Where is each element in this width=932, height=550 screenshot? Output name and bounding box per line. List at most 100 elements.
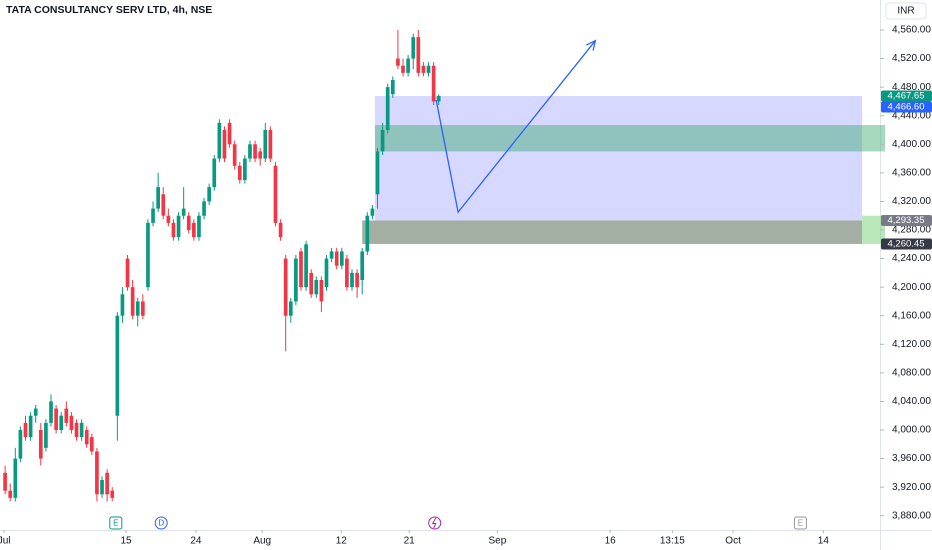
candle-body	[334, 251, 339, 266]
candle-body	[141, 301, 145, 316]
arrow-line	[435, 40, 596, 214]
price-tag-label: 4,466.60	[888, 101, 925, 112]
candle-body	[431, 65, 436, 102]
candle-body	[360, 251, 365, 280]
candle-body	[294, 258, 298, 302]
currency[interactable]: INR	[897, 6, 914, 17]
x-tick-label: Oct	[725, 536, 741, 547]
candle-body	[192, 222, 196, 238]
candle-body	[370, 208, 375, 216]
y-tick-label: 4,080.00	[892, 367, 931, 378]
candle-body	[186, 215, 191, 230]
candle-body	[33, 408, 38, 416]
candle-body	[227, 122, 232, 145]
candle-body	[202, 201, 206, 216]
event-icon	[109, 516, 123, 530]
price-tag	[881, 214, 932, 226]
candle-body	[69, 415, 74, 430]
y-tick-label: 4,000.00	[892, 425, 931, 436]
candle-body	[436, 95, 441, 102]
y-tick-label: 4,280.00	[892, 225, 931, 236]
lightning	[431, 517, 437, 529]
candle-body	[411, 37, 416, 59]
candle-body	[28, 415, 33, 438]
price-tag-label: 4,467.65	[888, 90, 925, 101]
candle-body	[18, 430, 23, 459]
candle-body	[248, 144, 252, 159]
candle-body	[283, 258, 288, 316]
price-tag-label: 4,293.35	[888, 215, 925, 226]
y-tick-label: 4,200.00	[892, 282, 931, 293]
candle-body	[100, 480, 104, 495]
candle-body	[38, 430, 43, 459]
candle-body	[273, 165, 278, 223]
candle-body	[416, 37, 421, 73]
candle-body	[79, 422, 84, 438]
candle-body	[120, 294, 125, 316]
candle-body	[345, 258, 349, 288]
candle-body	[253, 144, 257, 159]
y-tick-label: 4,040.00	[892, 396, 931, 407]
y-tick-label: 4,480.00	[892, 82, 931, 93]
zone	[862, 215, 886, 244]
candle-body	[176, 215, 181, 238]
y-tick-label: 3,920.00	[892, 482, 931, 493]
x-tick-label: Sep	[488, 536, 506, 547]
event-label: E	[798, 519, 803, 528]
candle-body	[95, 451, 99, 495]
candle-body	[304, 244, 308, 288]
x-tick-label: 13:15	[660, 536, 685, 547]
x-tick-label: 16	[605, 536, 617, 547]
currency-box[interactable]	[885, 2, 927, 20]
candle-body	[181, 208, 186, 216]
candle-body	[89, 437, 94, 452]
candle-body	[166, 215, 171, 223]
candle-body	[329, 251, 334, 259]
candle-body	[299, 251, 303, 288]
candle-body	[44, 422, 48, 448]
candle-body	[385, 87, 390, 130]
y-tick-label: 4,560.00	[892, 25, 931, 36]
candle-body	[390, 80, 395, 95]
y-tick-label: 4,120.00	[892, 339, 931, 350]
candle-body	[171, 222, 176, 238]
candle-body	[243, 158, 247, 180]
candle-body	[222, 130, 227, 159]
candle-body	[309, 272, 314, 295]
candle-body	[268, 130, 273, 159]
candle-body	[212, 158, 217, 188]
y-tick-label: 4,360.00	[892, 167, 931, 178]
candle-body	[207, 187, 211, 202]
candle-body	[13, 458, 18, 498]
candle-body	[421, 65, 426, 73]
y-tick-label: 3,960.00	[892, 453, 931, 464]
event-icon	[154, 516, 168, 530]
x-tick-label: 21	[404, 536, 416, 547]
y-tick-label: 4,160.00	[892, 310, 931, 321]
x-tick-label: 15	[120, 536, 132, 547]
candle-body	[396, 58, 400, 66]
candle-body	[258, 151, 263, 159]
candle-body	[125, 258, 130, 288]
candle-body	[237, 165, 242, 180]
y-tick-label: 4,520.00	[892, 53, 931, 64]
y-tick-label: 3,880.00	[892, 510, 931, 521]
candle-body	[380, 130, 385, 152]
x-tick-label: 12	[336, 536, 348, 547]
candle-body	[146, 222, 150, 288]
event-icon	[793, 516, 807, 530]
event-label: D	[158, 519, 164, 528]
candle-body	[130, 287, 135, 316]
candle-body	[59, 415, 64, 430]
candle-body	[324, 258, 329, 288]
candle-body	[105, 472, 109, 495]
candle-body	[54, 408, 58, 430]
candle-body	[263, 130, 268, 159]
y-tick-label: 4,240.00	[892, 253, 931, 264]
price-tag	[881, 238, 932, 250]
price-tag	[881, 90, 932, 102]
x-tick-label: 24	[190, 536, 202, 547]
candle-body	[355, 272, 359, 288]
candle-body	[115, 315, 120, 416]
y-tick-label: 4,440.00	[892, 110, 931, 121]
